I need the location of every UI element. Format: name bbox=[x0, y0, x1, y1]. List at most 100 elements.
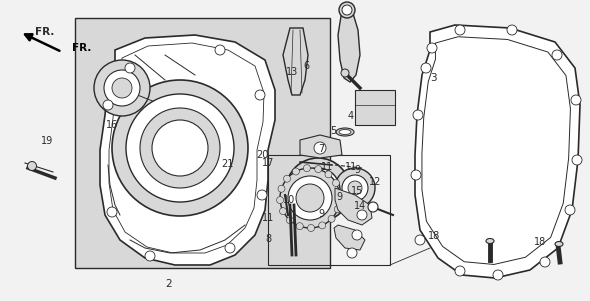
Circle shape bbox=[125, 63, 135, 73]
Circle shape bbox=[278, 185, 285, 192]
Polygon shape bbox=[355, 90, 395, 125]
Text: 15: 15 bbox=[351, 186, 363, 196]
Circle shape bbox=[107, 207, 117, 217]
Circle shape bbox=[325, 171, 332, 178]
Circle shape bbox=[493, 270, 503, 280]
Text: 3: 3 bbox=[430, 73, 437, 83]
Polygon shape bbox=[338, 10, 360, 82]
Text: 19: 19 bbox=[41, 136, 53, 147]
Text: 9: 9 bbox=[336, 192, 342, 202]
Circle shape bbox=[307, 225, 314, 231]
Circle shape bbox=[286, 217, 293, 224]
Text: 17: 17 bbox=[263, 157, 274, 168]
Circle shape bbox=[507, 25, 517, 35]
Circle shape bbox=[277, 197, 284, 203]
Polygon shape bbox=[334, 225, 365, 250]
Text: 20: 20 bbox=[257, 150, 268, 160]
Circle shape bbox=[341, 69, 349, 77]
Circle shape bbox=[112, 80, 248, 216]
Circle shape bbox=[427, 43, 437, 53]
Text: 5: 5 bbox=[330, 126, 336, 136]
Circle shape bbox=[357, 210, 367, 220]
Text: FR.: FR. bbox=[72, 43, 91, 53]
Circle shape bbox=[303, 165, 310, 172]
Polygon shape bbox=[100, 35, 275, 265]
Text: 14: 14 bbox=[354, 201, 366, 211]
Circle shape bbox=[335, 168, 375, 208]
Polygon shape bbox=[335, 188, 372, 225]
Text: 16: 16 bbox=[106, 120, 118, 130]
Circle shape bbox=[286, 158, 350, 222]
Circle shape bbox=[288, 176, 332, 220]
Text: 7: 7 bbox=[319, 144, 324, 154]
Text: 13: 13 bbox=[286, 67, 298, 77]
Circle shape bbox=[140, 108, 220, 188]
Text: 4: 4 bbox=[348, 111, 354, 121]
Circle shape bbox=[296, 184, 324, 212]
Circle shape bbox=[28, 162, 37, 170]
Text: 11: 11 bbox=[345, 162, 357, 172]
Circle shape bbox=[215, 45, 225, 55]
Circle shape bbox=[571, 95, 581, 105]
Circle shape bbox=[411, 170, 421, 180]
Ellipse shape bbox=[486, 238, 494, 244]
Text: 21: 21 bbox=[221, 159, 233, 169]
Polygon shape bbox=[283, 28, 308, 95]
Text: 6: 6 bbox=[304, 61, 310, 71]
Circle shape bbox=[368, 202, 378, 212]
Circle shape bbox=[352, 230, 362, 240]
Text: 18: 18 bbox=[534, 237, 546, 247]
Circle shape bbox=[280, 168, 340, 228]
Circle shape bbox=[293, 168, 299, 175]
Circle shape bbox=[296, 168, 340, 212]
Circle shape bbox=[339, 2, 355, 18]
Circle shape bbox=[104, 70, 140, 106]
Ellipse shape bbox=[339, 129, 351, 135]
Text: FR.: FR. bbox=[35, 26, 54, 37]
Text: 12: 12 bbox=[369, 177, 381, 187]
Circle shape bbox=[255, 90, 265, 100]
Polygon shape bbox=[415, 25, 580, 278]
Circle shape bbox=[152, 120, 208, 176]
Circle shape bbox=[145, 251, 155, 261]
Circle shape bbox=[319, 222, 326, 229]
Text: 2: 2 bbox=[165, 279, 172, 290]
Text: 8: 8 bbox=[266, 234, 271, 244]
Text: 9: 9 bbox=[354, 165, 360, 175]
Ellipse shape bbox=[336, 128, 354, 136]
Circle shape bbox=[347, 248, 357, 258]
Circle shape bbox=[305, 177, 331, 203]
Circle shape bbox=[415, 235, 425, 245]
Circle shape bbox=[257, 190, 267, 200]
Circle shape bbox=[126, 94, 234, 202]
Text: 9: 9 bbox=[319, 209, 324, 219]
Circle shape bbox=[336, 194, 343, 201]
Circle shape bbox=[284, 175, 290, 182]
Circle shape bbox=[342, 5, 352, 15]
Circle shape bbox=[112, 78, 132, 98]
Circle shape bbox=[328, 215, 335, 222]
Circle shape bbox=[336, 190, 343, 197]
Text: 10: 10 bbox=[283, 195, 295, 205]
Circle shape bbox=[296, 223, 303, 230]
Polygon shape bbox=[300, 135, 342, 158]
Circle shape bbox=[421, 63, 431, 73]
Circle shape bbox=[103, 100, 113, 110]
Circle shape bbox=[314, 142, 326, 154]
Circle shape bbox=[335, 206, 342, 213]
Circle shape bbox=[315, 166, 322, 173]
Circle shape bbox=[552, 50, 562, 60]
Text: 11: 11 bbox=[263, 213, 274, 223]
Circle shape bbox=[280, 208, 287, 215]
Circle shape bbox=[565, 205, 575, 215]
Circle shape bbox=[540, 257, 550, 267]
Circle shape bbox=[572, 155, 582, 165]
Circle shape bbox=[333, 179, 339, 187]
Circle shape bbox=[348, 181, 362, 195]
Circle shape bbox=[455, 25, 465, 35]
Text: 18: 18 bbox=[428, 231, 440, 241]
Circle shape bbox=[94, 60, 150, 116]
Circle shape bbox=[413, 110, 423, 120]
Ellipse shape bbox=[555, 241, 563, 247]
Text: 11: 11 bbox=[322, 162, 333, 172]
